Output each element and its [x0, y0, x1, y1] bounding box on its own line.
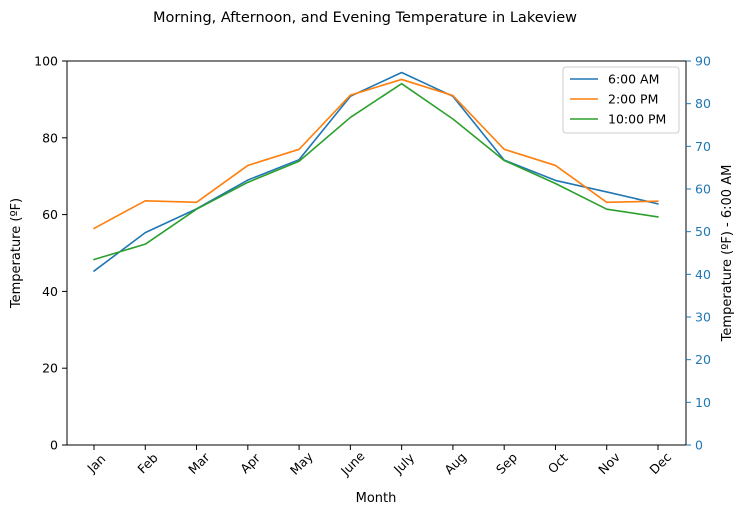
y-right-tick-label: 10 — [695, 395, 711, 410]
chart-title: Morning, Afternoon, and Evening Temperat… — [153, 10, 577, 26]
series-line-10-00-pm — [93, 82, 659, 261]
y-right-tick-label: 40 — [695, 267, 711, 282]
y-axis-left: 0 20 40 60 80 100 — [34, 54, 67, 453]
y-right-tick-label: 50 — [695, 224, 711, 239]
y-tick-label: 0 — [50, 438, 58, 453]
legend-box — [562, 66, 680, 134]
x-tick-label: Aug — [441, 449, 469, 477]
x-tick-label: June — [337, 448, 368, 479]
x-axis: Jan Feb Mar Apr May June July Aug Sep Oct Nov Dec — [83, 445, 674, 479]
series-layer — [93, 71, 659, 272]
x-tick-label: Mar — [185, 449, 213, 477]
x-tick-label: May — [287, 448, 316, 477]
y-right-tick-label: 90 — [695, 54, 711, 69]
x-axis-label: Month — [356, 491, 397, 506]
x-tick-label: Dec — [646, 449, 674, 477]
y-right-tick-label: 70 — [695, 139, 711, 154]
y-tick-label: 40 — [42, 284, 58, 299]
y-axis-right: 0 10 20 30 40 50 60 70 80 90 — [686, 54, 711, 453]
y-axis-label-left: Temperature (ºF) — [9, 198, 24, 309]
legend-label: 10:00 PM — [608, 112, 666, 127]
y-tick-label: 80 — [42, 130, 58, 145]
y-right-tick-label: 30 — [695, 310, 711, 325]
x-tick-label: July — [390, 450, 418, 478]
legend-label: 2:00 PM — [608, 92, 658, 107]
y-tick-label: 60 — [42, 207, 58, 222]
y-tick-label: 20 — [42, 361, 58, 376]
y-right-tick-label: 60 — [695, 182, 711, 197]
series-line-2-00-pm — [93, 78, 659, 230]
x-tick-label: Oct — [545, 450, 571, 476]
series-line-6-00-am — [93, 71, 659, 272]
y-axis-label-right: Temperature (ºF) - 6:00 AM — [720, 165, 735, 343]
legend: 6:00 AM 2:00 PM 10:00 PM — [562, 66, 680, 134]
y-right-tick-label: 80 — [695, 96, 711, 111]
y-right-tick-label: 20 — [695, 352, 711, 367]
y-right-tick-label: 0 — [695, 438, 703, 453]
x-tick-label: Nov — [595, 449, 623, 477]
x-tick-label: Sep — [493, 450, 520, 477]
x-tick-label: Apr — [237, 450, 264, 477]
x-tick-label: Jan — [83, 451, 108, 476]
legend-label: 6:00 AM — [608, 72, 659, 87]
plot-frame — [66, 60, 687, 446]
x-tick-label: Feb — [134, 450, 160, 476]
y-tick-label: 100 — [34, 54, 58, 69]
